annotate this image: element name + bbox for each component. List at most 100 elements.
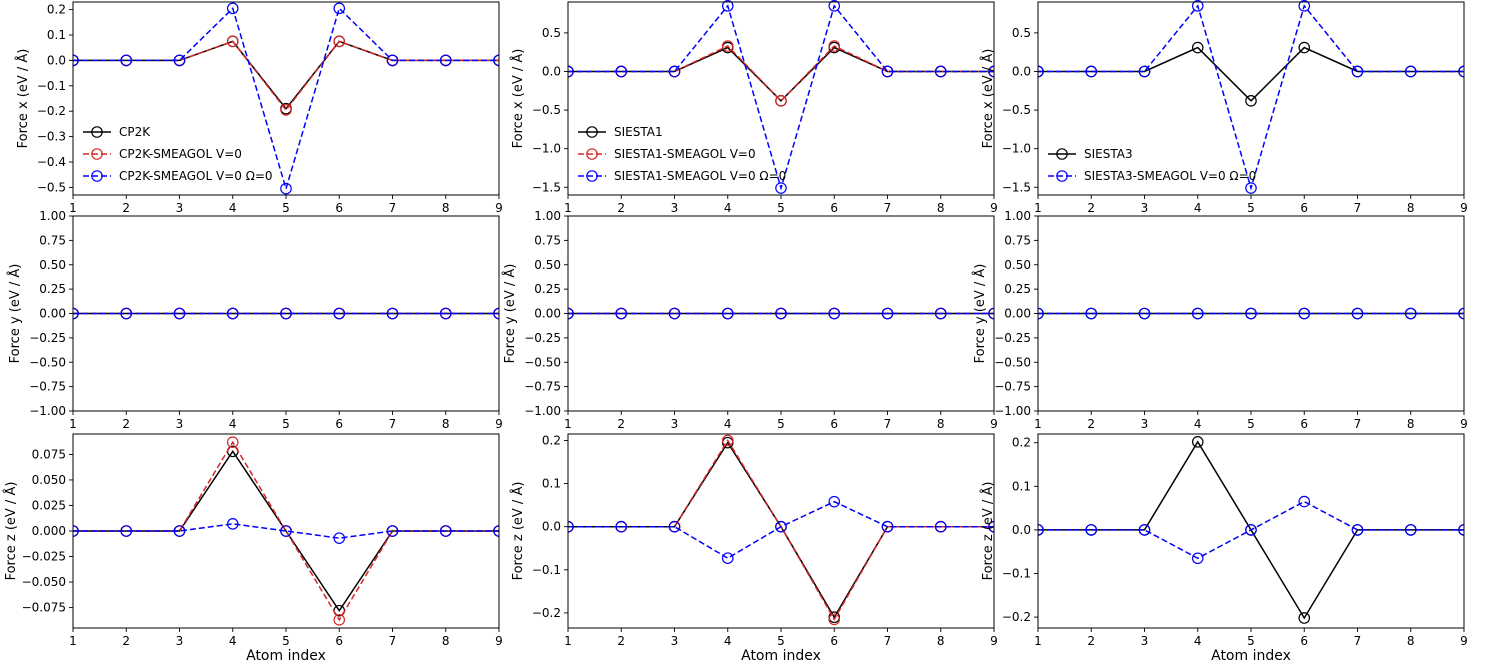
y-tick-label: 0.75 [39,233,66,247]
x-tick-label: 2 [1087,417,1095,431]
x-tick-label: 4 [1194,201,1202,215]
x-tick-label: 4 [724,634,732,648]
data-point [439,525,452,537]
data-point [1191,41,1204,54]
y-tick-label: 0.0 [47,53,66,67]
data-point [120,54,133,67]
x-tick-label: 3 [1141,201,1149,215]
data-point [1298,41,1311,54]
x-tick-label: 8 [1407,634,1415,648]
series-line-2 [73,523,499,539]
data-point [721,0,734,12]
plot-area [568,434,994,626]
y-tick-label: −0.25 [994,331,1031,345]
y-tick-label: 0.025 [32,498,66,512]
data-point [386,307,399,320]
series-line-1 [1038,500,1464,560]
x-tick-label: 6 [1300,201,1308,215]
data-point [775,95,787,107]
data-point [934,65,947,78]
y-tick-label: −1.00 [994,404,1031,418]
legend: CP2K CP2K-SMEAGOL V=0 CP2K-SMEAGOL V=0 Ω=0 [83,125,273,183]
x-tick-label: 6 [1300,634,1308,648]
x-tick-label: 4 [229,417,237,431]
x-tick-label: 3 [176,417,184,431]
series-line-0 [568,46,994,102]
x-tick-label: 1 [564,201,572,215]
y-axis-label: Force z (eV / Å) [980,482,996,581]
series-line-0 [1038,46,1464,102]
data-point [1298,612,1311,624]
x-tick-label: 4 [1194,417,1202,431]
axes-frame [1037,215,1465,412]
x-tick-label: 2 [617,417,625,431]
series-line-2 [568,4,994,191]
x-tick-label: 4 [724,201,732,215]
x-axis-label: Atom index [741,648,821,664]
plot-area [73,2,499,195]
y-tick-label: −0.4 [37,155,66,169]
subplot-r1c0: −1.00 −0.75 −0.50 −0.25 0.00 0.25 0.50 0.75 1.00… [7,209,503,431]
data-point [1085,65,1098,78]
legend-marker [586,148,598,160]
x-tick-label: 7 [1354,201,1362,215]
series-line-1 [568,45,994,102]
x-tick-label: 9 [1460,417,1468,431]
data-point [173,307,186,320]
x-tick-label: 5 [1247,417,1255,431]
x-tick-label: 1 [564,417,572,431]
subplot-r2c1: −0.2 −0.1 0.0 0.1 0.2 1 2 3 4 5 6 7 8 9 Force z (eV / … [510,433,998,664]
x-tick-label: 7 [389,634,397,648]
y-tick-label: 0.25 [39,282,66,296]
data-point [333,2,346,15]
x-tick-label: 4 [724,417,732,431]
legend-marker [91,148,103,160]
data-point [1351,307,1364,320]
data-point [1245,182,1257,194]
y-tick-label: −1.0 [532,142,561,156]
y-tick-label: −1.00 [524,404,561,418]
data-point [721,40,734,52]
y-tick-label: −0.025 [22,550,66,564]
y-tick-label: −1.5 [1002,180,1031,194]
data-point [280,525,292,537]
legend-entry: SIESTA3 [1084,147,1133,161]
data-point [226,2,239,15]
x-tick-label: 1 [1034,634,1042,648]
data-point [280,104,292,116]
series-line-1 [1038,4,1464,191]
legend-entry: CP2K-SMEAGOL V=0 [119,147,242,161]
x-tick-label: 6 [830,417,838,431]
x-tick-label: 9 [990,634,998,648]
data-point [568,307,574,320]
legend-entry: SIESTA1-SMEAGOL V=0 Ω=0 [614,169,786,183]
x-tick-label: 5 [282,417,290,431]
y-tick-label: 0.0 [542,64,561,78]
plot-area [73,307,499,320]
data-point [1351,524,1364,536]
y-tick-label: 0.0 [1012,64,1031,78]
data-point [881,65,894,78]
y-tick-label: −0.2 [1002,610,1031,624]
plot-area [568,0,994,194]
data-point [568,65,574,78]
x-tick-label: 9 [1460,201,1468,215]
x-axis-label: Atom index [246,648,326,664]
data-point [668,520,681,533]
plot-area [73,436,499,626]
legend-marker [91,170,103,182]
x-tick-label: 5 [282,201,290,215]
x-tick-label: 2 [617,634,625,648]
data-point [1191,307,1204,320]
x-tick-label: 8 [442,417,450,431]
subplot-r0c0: −0.5 −0.4 −0.3 −0.2 −0.1 0.0 0.1 0.2 1 2 3 4 5 6 7 8 9 Fo… [15,1,503,215]
axes-frame [567,215,995,412]
data-point [173,525,186,537]
x-tick-label: 5 [777,417,785,431]
x-tick-label: 2 [122,634,130,648]
x-tick-label: 7 [389,417,397,431]
data-point [1085,307,1098,320]
y-tick-label: −0.2 [532,606,561,620]
axes-frame [1037,1,1465,196]
data-point [775,182,787,194]
